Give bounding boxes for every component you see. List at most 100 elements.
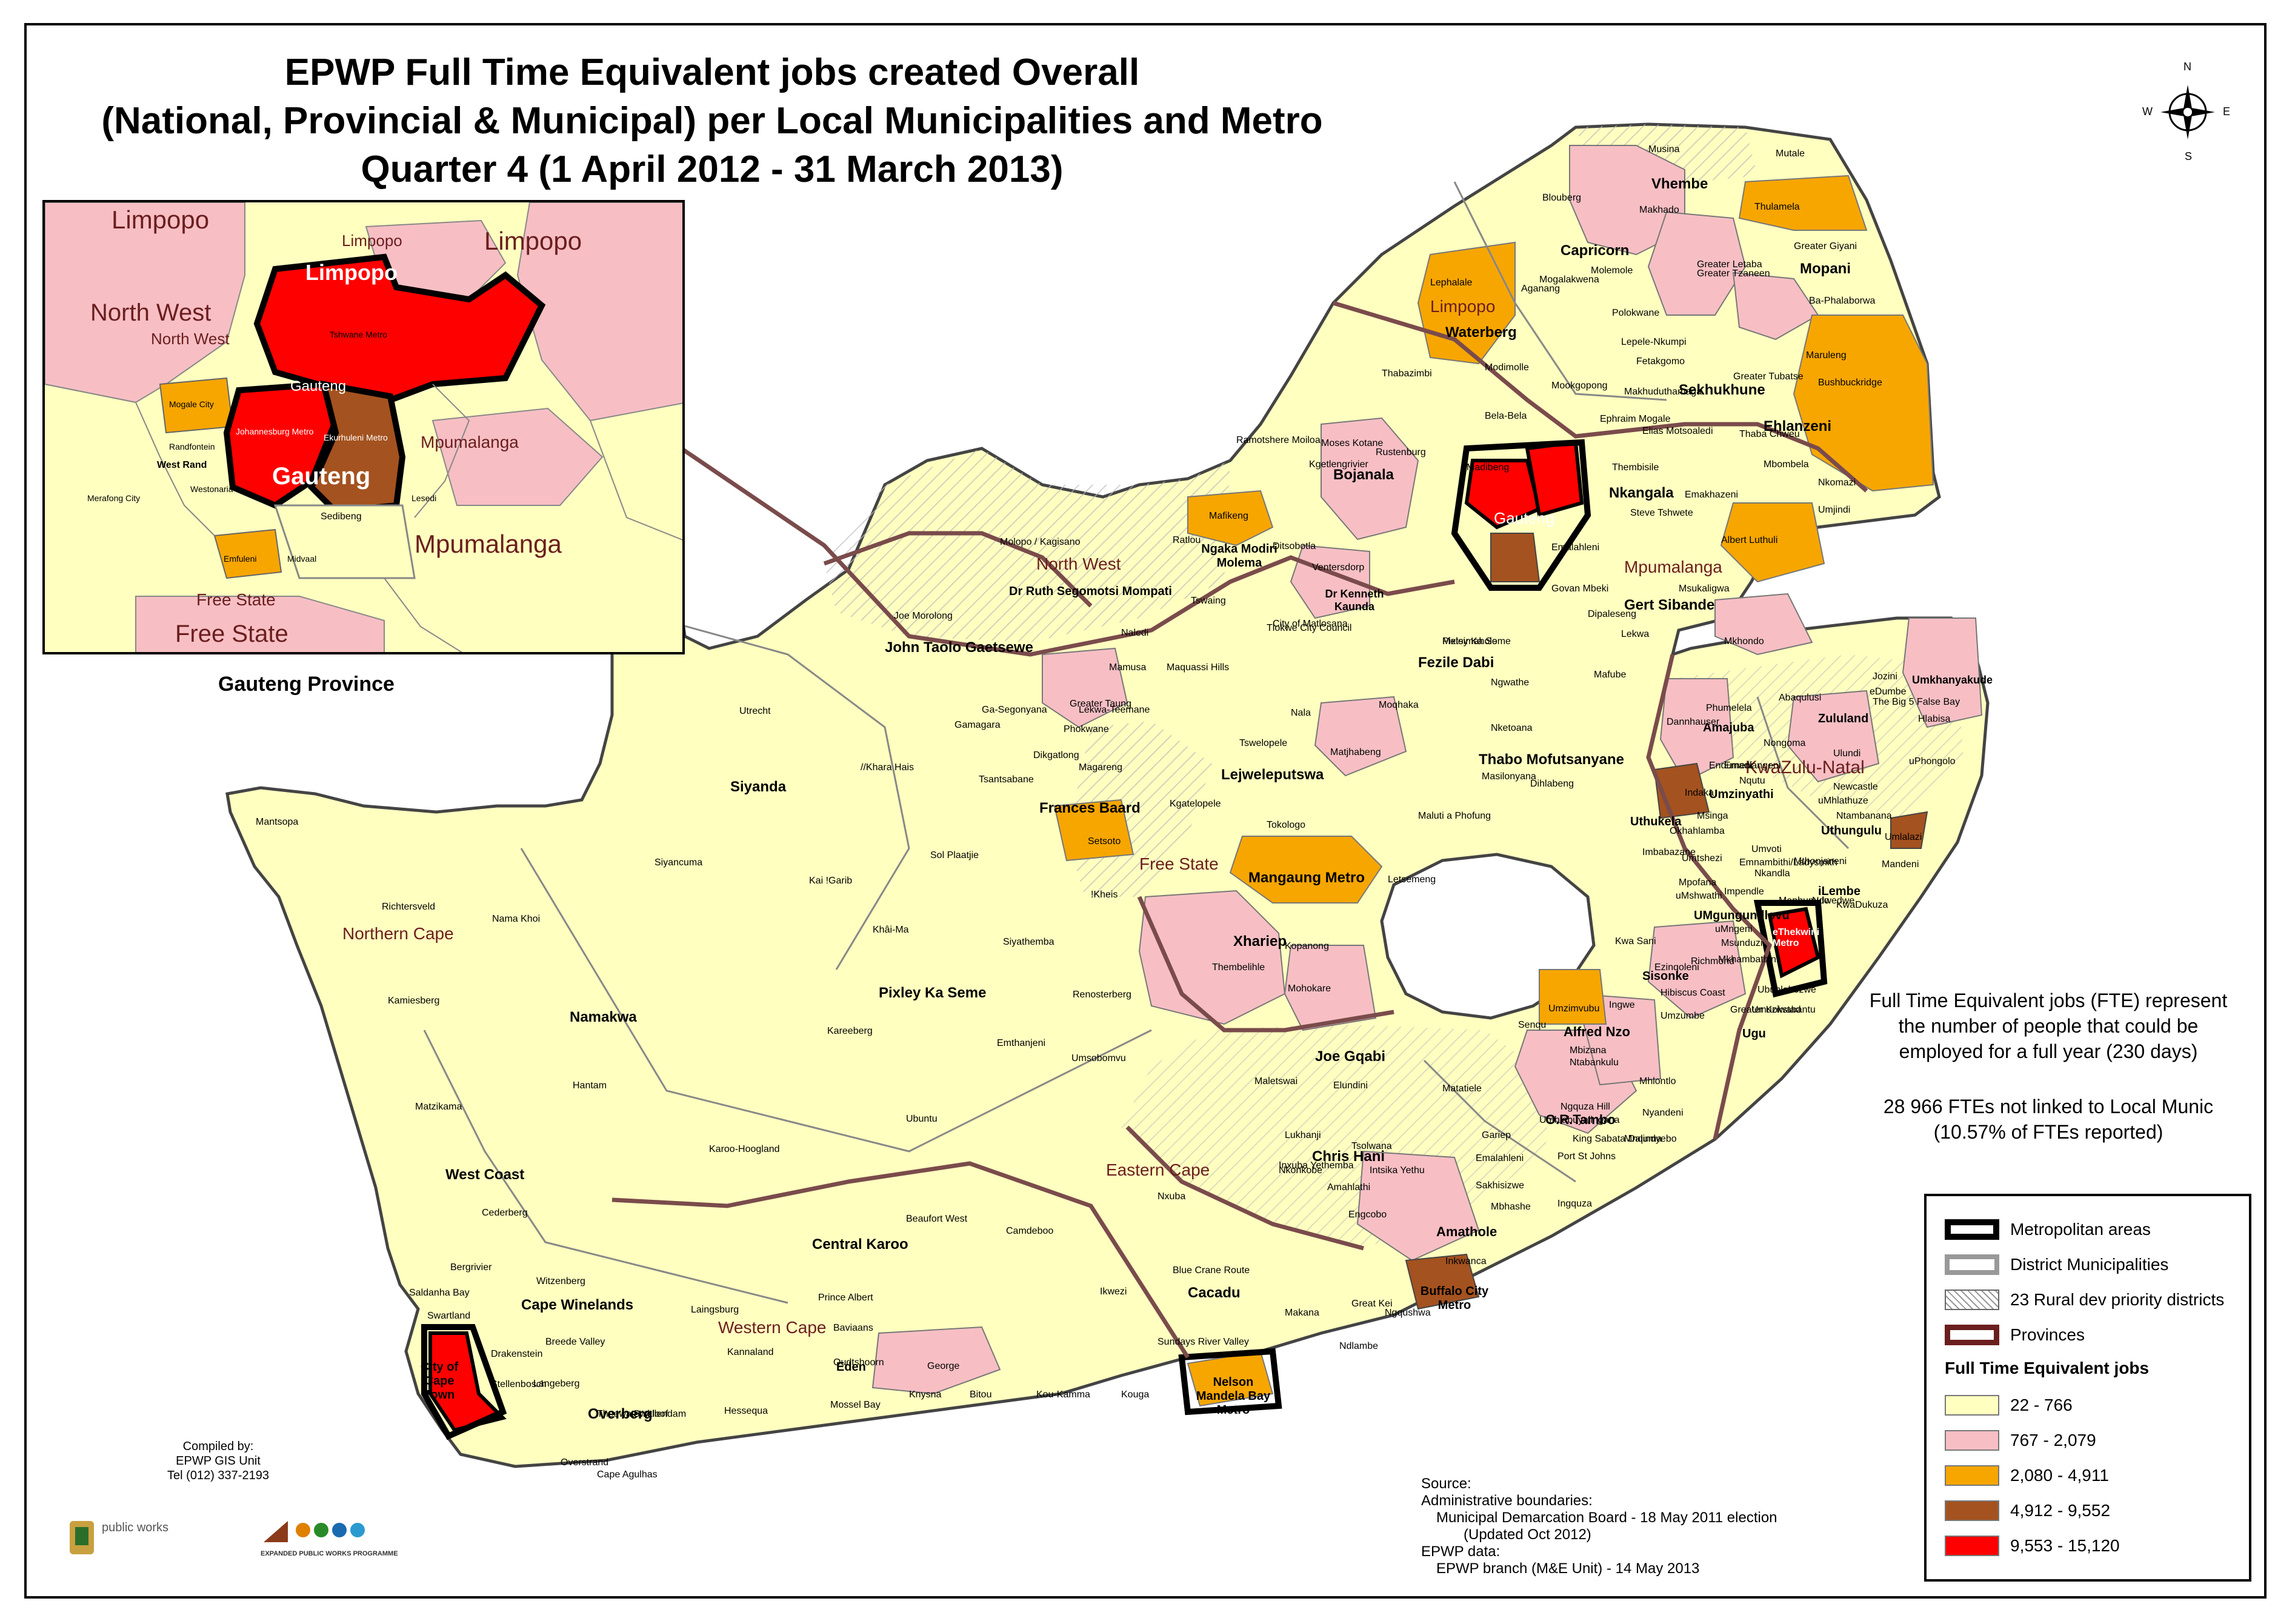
inset-pink-mpumalanga — [431, 407, 604, 506]
local-municipality-label: Makhado — [1639, 205, 1679, 215]
legend-swatch-class-1 — [1945, 1395, 1999, 1416]
local-municipality-label: Laingsburg — [691, 1305, 739, 1315]
district-label-ethekwini: eThekwini Metro — [1773, 927, 1820, 948]
local-municipality-label: Ezinqoleni — [1654, 962, 1699, 973]
legend-row-provinces: Provinces — [1945, 1320, 2085, 1350]
local-municipality-label: Jozini — [1873, 671, 1897, 682]
local-municipality-label: Ngqushwa — [1385, 1308, 1431, 1318]
district-label-mangaung: Mangaung Metro — [1248, 870, 1365, 886]
local-municipality-label: Ngwathe — [1491, 677, 1530, 688]
district-label-ngaka: Ngaka Modiri Molema — [1201, 542, 1277, 570]
local-municipality-label: Bitou — [970, 1389, 992, 1400]
district-label-siyanda: Siyanda — [730, 779, 787, 795]
local-municipality-label: Polokwane — [1612, 308, 1660, 318]
local-municipality-label: Emakhazeni — [1685, 490, 1739, 500]
local-municipality-label: Thembelihle — [1212, 962, 1265, 973]
inset-label-tshwane: Tshwane Metro — [330, 330, 387, 339]
local-municipality-label: Nxuba — [1157, 1191, 1186, 1202]
source-line-2: Administrative boundaries: — [1421, 1493, 1593, 1509]
local-municipality-label: Ba-Phalaborwa — [1809, 296, 1876, 306]
local-municipality-label: Dannhauser — [1667, 717, 1720, 727]
inset-label-free-state-1: Free State — [196, 590, 276, 609]
local-municipality-label: Steve Tshwete — [1630, 508, 1693, 518]
local-municipality-label: Khâi-Ma — [873, 925, 909, 935]
province-borders — [611, 301, 1868, 1359]
title-line-3: Quarter 4 (1 April 2012 - 31 March 2013) — [361, 148, 1064, 190]
province-label-northern-cape: Northern Cape — [342, 924, 454, 943]
local-municipality-label: Emnambithi/Ladysmith — [1739, 857, 1837, 868]
legend-label-class-2: 767 - 2,079 — [2010, 1431, 2096, 1449]
province-label-western-cape: Western Cape — [718, 1318, 827, 1337]
local-municipality-label: Molemole — [1591, 265, 1633, 276]
local-municipality-label: Ephraim Mogale — [1600, 414, 1671, 424]
local-municipality-label: Nama Khoi — [492, 914, 541, 924]
inset-label-gauteng-1: Gauteng — [290, 378, 347, 394]
inset-sedibeng — [273, 504, 416, 579]
local-municipality-label: Stellenbosch — [491, 1379, 547, 1389]
inset-label-emfuleni: Emfuleni — [224, 554, 257, 564]
local-municipality-label: Govan Mbeki — [1551, 584, 1609, 594]
legend-label-class-5: 9,553 - 15,120 — [2010, 1536, 2120, 1555]
inset-svg — [45, 202, 682, 652]
legend-row-rural: 23 Rural dev priority districts — [1945, 1285, 2224, 1315]
district-label-pixley: Pixley Ka Seme — [879, 985, 987, 1001]
local-municipality-label: Umzimvubu — [1548, 1003, 1600, 1014]
local-municipality-label: Newcastle — [1833, 782, 1878, 792]
local-municipality-label: Ditsobotla — [1273, 541, 1316, 551]
local-municipality-label: Maletswai — [1254, 1076, 1298, 1087]
local-municipality-label: Lukhanji — [1285, 1130, 1321, 1140]
local-municipality-label: Karoo-Hoogland — [709, 1144, 780, 1154]
local-municipality-label: Mantsopa — [256, 817, 299, 827]
inset-label-gauteng-2: Gauteng — [272, 463, 371, 490]
local-municipality-label: Beaufort West — [906, 1214, 968, 1224]
local-municipality-label: uMshwathi — [1676, 891, 1722, 901]
local-municipality-label: Greater Kokstad — [1730, 1005, 1801, 1015]
local-municipality-label: Ubuhlebezwe — [1757, 985, 1816, 995]
legend-swatch-class-3 — [1945, 1465, 1999, 1486]
local-municipality-label: uMhlathuze — [1818, 796, 1868, 806]
local-municipality-label: Greater Taung — [1070, 699, 1131, 709]
local-municipality-label: Greater Letaba — [1697, 259, 1762, 270]
local-municipality-label: Sundays River Valley — [1157, 1337, 1249, 1347]
local-municipality-label: Mandeni — [1882, 859, 1919, 870]
province-label-gauteng: Gauteng — [1494, 509, 1554, 527]
local-municipality-label: Utrecht — [739, 706, 771, 716]
local-municipality-label: Maluti a Phofung — [1418, 811, 1491, 821]
inset-boundaries — [45, 384, 682, 652]
local-municipality-label: Greater Giyani — [1794, 241, 1857, 251]
local-municipality-label: Pixley Ka Seme — [1442, 636, 1511, 647]
public-works-text: public works — [102, 1521, 169, 1534]
district-label-mopani: Mopani — [1800, 261, 1851, 277]
inset-label-randfontein: Randfontein — [169, 442, 215, 451]
local-municipality-label: Imbabazane — [1642, 847, 1696, 857]
metro-outlines — [421, 439, 1828, 1440]
local-municipality-label: KwaDukuza — [1836, 900, 1888, 910]
inset-label-mpumalanga-2: Mpumalanga — [415, 530, 562, 558]
district-label-namakwa: Namakwa — [570, 1009, 637, 1025]
source-line-5: EPWP data: — [1421, 1543, 1501, 1560]
local-municipality-label: Rustenburg — [1376, 447, 1426, 458]
local-municipality-label: City of Matlosana — [1273, 619, 1348, 629]
local-municipality-label: Umsobomvu — [1071, 1053, 1126, 1063]
compiled-line-1: Compiled by: — [182, 1440, 254, 1453]
legend-swatch-class-4 — [1945, 1500, 1999, 1521]
district-label-alfred-nzo: Alfred Nzo — [1564, 1024, 1630, 1039]
local-municipality-label: Swartland — [427, 1311, 471, 1321]
legend-heading: Full Time Equivalent jobs — [1945, 1359, 2150, 1377]
unlinked-fte-note: 28 966 FTEs not linked to Local Munic (1… — [1842, 1094, 2254, 1145]
fte-definition-note: Full Time Equivalent jobs (FTE) represen… — [1842, 988, 2254, 1064]
local-municipality-label: Blue Crane Route — [1173, 1265, 1250, 1276]
local-municipality-label: eDumbe — [1870, 687, 1907, 697]
compass-n: N — [2183, 61, 2191, 73]
local-municipality-label: Umhlabuyalingana — [1539, 1115, 1620, 1125]
district-label-cape-town: City of Cape Town — [420, 1360, 459, 1402]
inset-label-merafong: Merafong City — [87, 493, 141, 503]
local-municipality-label: Ga-Segonyana — [982, 705, 1047, 715]
district-label-uthukela: Uthukela — [1630, 815, 1682, 828]
local-municipality-label: Maruleng — [1806, 350, 1847, 361]
local-municipality-label: Madibeng — [1467, 462, 1510, 473]
district-label-umkhanyakude: Umkhanyakude — [1912, 674, 1993, 686]
province-label-eastern-cape: Eastern Cape — [1106, 1160, 1210, 1179]
local-municipality-label: Saldanha Bay — [409, 1288, 470, 1298]
local-municipality-label: Umlalazi — [1885, 832, 1922, 842]
